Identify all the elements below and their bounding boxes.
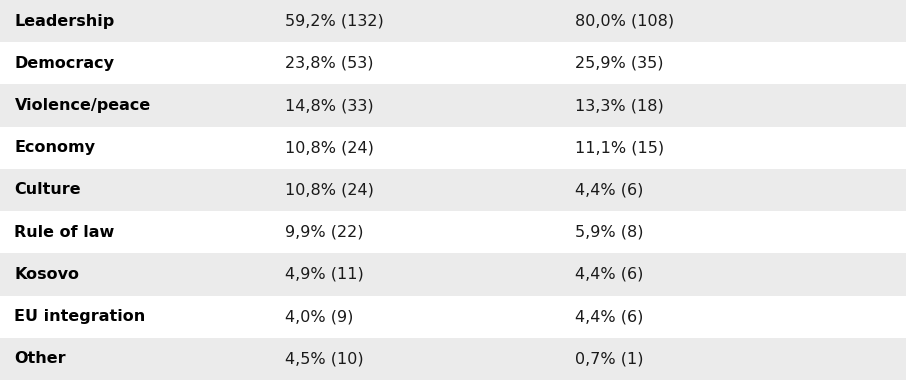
Bar — [0, 338, 906, 380]
Text: 10,8% (24): 10,8% (24) — [285, 182, 374, 198]
Text: Democracy: Democracy — [14, 56, 114, 71]
Bar — [0, 84, 906, 127]
Text: 59,2% (132): 59,2% (132) — [285, 14, 384, 28]
Text: 4,4% (6): 4,4% (6) — [575, 267, 643, 282]
Text: 4,4% (6): 4,4% (6) — [575, 182, 643, 198]
Text: Rule of law: Rule of law — [14, 225, 115, 240]
Bar — [0, 211, 906, 253]
Text: EU integration: EU integration — [14, 309, 146, 324]
Text: Leadership: Leadership — [14, 14, 115, 28]
Text: 80,0% (108): 80,0% (108) — [575, 14, 674, 28]
Bar — [0, 42, 906, 84]
Text: 4,5% (10): 4,5% (10) — [285, 352, 364, 366]
Text: Kosovo: Kosovo — [14, 267, 80, 282]
Text: 5,9% (8): 5,9% (8) — [575, 225, 644, 240]
Text: 0,7% (1): 0,7% (1) — [575, 352, 644, 366]
Bar — [0, 127, 906, 169]
Text: 13,3% (18): 13,3% (18) — [575, 98, 664, 113]
Text: 25,9% (35): 25,9% (35) — [575, 56, 664, 71]
Bar — [0, 0, 906, 42]
Text: 4,9% (11): 4,9% (11) — [285, 267, 364, 282]
Bar — [0, 296, 906, 338]
Bar — [0, 253, 906, 296]
Text: 23,8% (53): 23,8% (53) — [285, 56, 374, 71]
Text: Culture: Culture — [14, 182, 82, 198]
Text: Economy: Economy — [14, 140, 95, 155]
Text: Other: Other — [14, 352, 66, 366]
Text: 10,8% (24): 10,8% (24) — [285, 140, 374, 155]
Text: 14,8% (33): 14,8% (33) — [285, 98, 374, 113]
Bar — [0, 169, 906, 211]
Text: 9,9% (22): 9,9% (22) — [285, 225, 364, 240]
Text: Violence/peace: Violence/peace — [14, 98, 150, 113]
Text: 11,1% (15): 11,1% (15) — [575, 140, 664, 155]
Text: 4,0% (9): 4,0% (9) — [285, 309, 353, 324]
Text: 4,4% (6): 4,4% (6) — [575, 309, 643, 324]
